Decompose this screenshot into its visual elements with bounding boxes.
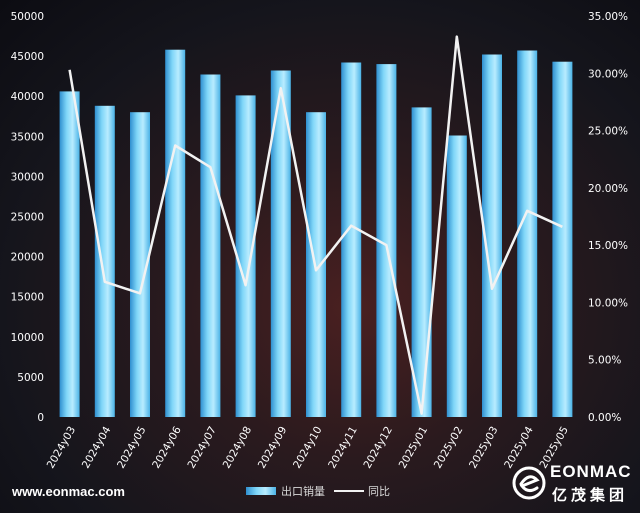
eonmac-logo-icon	[512, 466, 546, 500]
bar-series	[59, 49, 573, 418]
left-tick-label: 50000	[11, 11, 44, 23]
bar-2024y07	[200, 74, 221, 417]
legend-bar-label: 出口销量	[281, 484, 325, 498]
x-tick-label: 2024y12	[361, 425, 395, 471]
x-tick-label: 2024y07	[185, 425, 219, 471]
bar-2025y05	[552, 61, 573, 417]
left-tick-label: 15000	[11, 292, 44, 304]
right-axis-ticks: 0.00% 5.00% 10.00% 15.00% 20.00% 25.00% 30.00%…	[588, 11, 628, 424]
bar-2024y12	[376, 64, 397, 417]
legend-bar-swatch	[246, 487, 276, 495]
bar-2025y01	[411, 107, 432, 418]
right-tick-label: 35.00%	[588, 11, 628, 23]
bar-2025y03	[482, 54, 502, 417]
right-tick-label: 10.00%	[588, 297, 628, 309]
brand-cn-text: 亿茂集团	[552, 486, 629, 504]
x-tick-label: 2024y09	[256, 425, 290, 471]
x-tick-label: 2024y11	[326, 425, 360, 471]
left-tick-label: 45000	[11, 51, 44, 63]
yoy-line	[68, 35, 563, 415]
x-tick-label: 2024y03	[45, 425, 79, 471]
bar-2024y03	[59, 91, 80, 418]
right-tick-label: 25.00%	[588, 126, 628, 138]
x-tick-label: 2025y01	[397, 425, 431, 471]
right-tick-label: 30.00%	[588, 68, 628, 80]
x-tick-label: 2024y10	[291, 425, 325, 471]
bar-2025y04	[517, 50, 538, 417]
left-tick-label: 35000	[11, 131, 44, 143]
left-tick-label: 20000	[11, 252, 44, 264]
x-tick-label: 2024y06	[150, 424, 184, 470]
bar-2024y08	[235, 95, 256, 418]
website-url: www.eonmac.com	[12, 484, 125, 499]
line-series	[68, 35, 563, 415]
x-tick-label: 2025y03	[467, 425, 501, 471]
legend-line-label: 同比	[368, 485, 390, 498]
bar-2024y05	[130, 112, 150, 417]
brand-latin-text: EONMAC	[550, 462, 632, 481]
bar-2025y02	[446, 135, 467, 417]
x-tick-label: 2025y02	[432, 425, 466, 471]
right-tick-label: 20.00%	[588, 183, 628, 195]
right-tick-label: 0.00%	[588, 412, 621, 424]
left-axis-ticks: 0 5000 10000 15000 20000 25000 30000 35000 40000…	[11, 11, 44, 424]
x-tick-label: 2024y05	[115, 425, 149, 471]
bar-2024y04	[94, 105, 115, 418]
left-tick-label: 40000	[11, 91, 44, 103]
left-tick-label: 30000	[11, 171, 44, 183]
bar-2024y11	[341, 62, 362, 417]
right-tick-label: 5.00%	[588, 355, 621, 367]
bar-2024y06	[165, 49, 186, 417]
legend: 出口销量 同比	[246, 484, 390, 498]
brand-logo: EONMAC 亿茂集团	[512, 462, 636, 506]
x-tick-label: 2024y08	[221, 425, 255, 471]
x-tick-label: 2024y04	[80, 424, 114, 470]
left-tick-label: 10000	[11, 332, 44, 344]
left-tick-label: 5000	[17, 372, 44, 384]
left-tick-label: 25000	[11, 212, 44, 224]
x-axis-ticks: 2024y03 2024y04 2024y05 2024y06 2024y07 2024y…	[45, 424, 571, 470]
bar-2024y09	[270, 70, 291, 417]
left-tick-label: 0	[37, 412, 44, 424]
right-tick-label: 15.00%	[588, 240, 628, 252]
